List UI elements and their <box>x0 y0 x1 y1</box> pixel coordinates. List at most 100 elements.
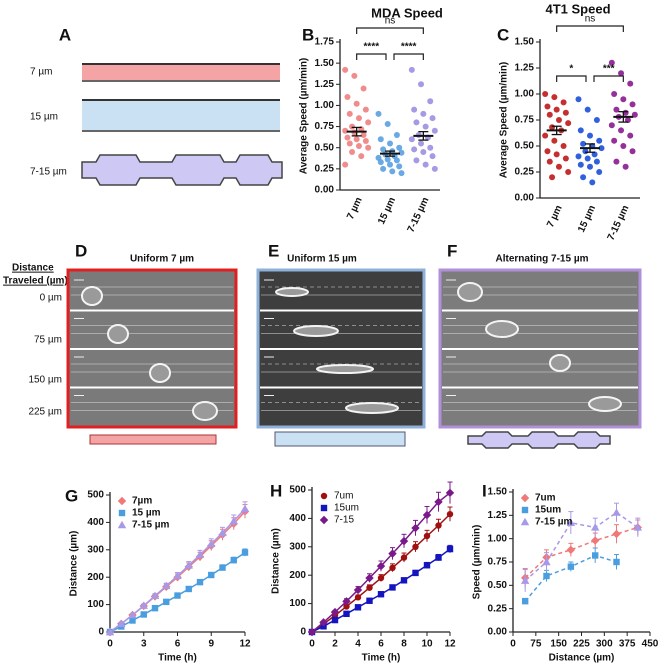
data-point <box>358 153 365 160</box>
y-axis-label: Distance (µm) <box>271 528 282 594</box>
data-point <box>219 564 226 571</box>
data-point <box>411 106 418 113</box>
data-point <box>185 585 192 593</box>
x-axis-label: Distance (µm) <box>549 653 615 664</box>
significance: ns <box>385 16 396 27</box>
cell <box>275 287 309 297</box>
data-point <box>344 134 351 141</box>
data-point <box>400 554 408 561</box>
data-point <box>608 122 615 129</box>
data-point <box>520 576 530 584</box>
data-point <box>633 523 643 531</box>
x-tick-label: 7 µm <box>345 196 365 222</box>
x-tick-label: 9 <box>208 639 214 650</box>
data-point <box>544 148 551 155</box>
data-point <box>418 81 425 88</box>
data-point <box>355 143 362 150</box>
data-point <box>393 132 400 139</box>
panel-letter: I <box>482 481 487 500</box>
data-point <box>593 117 600 123</box>
distance-label: 150 µm <box>28 375 62 386</box>
data-point <box>408 66 415 73</box>
data-point <box>163 598 170 606</box>
data-point <box>354 604 362 611</box>
data-point <box>380 146 387 153</box>
data-point <box>420 148 427 155</box>
data-point <box>612 529 621 539</box>
data-point <box>389 168 396 175</box>
y-tick-label: 0.25 <box>515 167 535 178</box>
data-point <box>396 163 403 170</box>
x-tick-label: 300 <box>596 639 613 650</box>
data-point <box>546 158 553 165</box>
data-point <box>542 91 549 97</box>
data-point <box>584 155 591 162</box>
data-point <box>553 106 560 113</box>
data-point <box>592 552 599 559</box>
data-point <box>360 85 367 92</box>
x-axis-label: Time (h) <box>362 653 401 664</box>
data-point <box>431 127 438 134</box>
data-point <box>351 72 358 79</box>
data-point <box>330 607 340 617</box>
data-point <box>596 137 603 144</box>
data-point <box>562 155 569 162</box>
data-point <box>582 148 589 155</box>
data-point <box>366 597 373 604</box>
data-point <box>613 158 620 165</box>
y-tick-label: 1.25 <box>515 63 535 74</box>
data-point <box>331 616 339 624</box>
data-point <box>129 617 136 624</box>
y-tick-label: 400 <box>87 517 104 528</box>
data-point <box>611 91 618 97</box>
data-point <box>412 569 419 577</box>
data-point <box>365 573 374 583</box>
data-point <box>549 174 556 181</box>
distance-label: 75 µm <box>34 335 62 346</box>
legend-label: 7-15 µm <box>132 520 170 531</box>
panel-letter: B <box>302 25 314 44</box>
data-point <box>343 603 350 610</box>
y-tick-label: 400 <box>289 513 306 524</box>
data-point <box>423 562 431 569</box>
data-point <box>229 516 238 525</box>
data-point <box>150 591 160 600</box>
channel-label: 7-15 µm <box>30 167 67 178</box>
bracket <box>356 53 387 60</box>
data-point <box>611 137 618 144</box>
y-tick-label: 0.00 <box>488 627 508 638</box>
data-point <box>349 148 356 155</box>
data-point <box>575 153 582 160</box>
y-axis-label: Speed (µm/min) <box>472 525 483 600</box>
data-point <box>566 518 576 526</box>
y-axis-label: Average Speed (µm/min) <box>299 58 310 175</box>
data-point <box>434 497 443 507</box>
y-tick-label: 1.00 <box>515 89 535 100</box>
data-point <box>618 127 625 134</box>
data-point <box>418 140 425 147</box>
data-point <box>629 148 636 155</box>
x-tick-label: 7-15 µm <box>606 204 632 243</box>
legend-marker <box>520 493 530 503</box>
data-point <box>413 119 420 126</box>
distance-label: 0 µm <box>40 293 62 304</box>
data-point <box>565 120 572 127</box>
data-point <box>589 179 596 186</box>
cell <box>588 396 622 412</box>
data-point <box>613 558 620 566</box>
data-point <box>384 156 391 163</box>
data-point <box>413 157 420 164</box>
data-point <box>560 99 567 106</box>
y-tick-label: 0.25 <box>315 163 335 174</box>
data-point <box>218 528 227 537</box>
x-tick-label: 0 <box>309 639 315 650</box>
data-point <box>207 539 216 547</box>
legend-label: 7µm <box>132 496 152 507</box>
y-tick-label: 0 <box>300 627 306 638</box>
y-axis-label: Distance (µm) <box>69 531 80 597</box>
data-point <box>584 106 591 113</box>
x-tick-label: 0 <box>107 639 113 650</box>
data-point <box>549 124 556 131</box>
channel <box>89 434 217 445</box>
distance-label: 225 µm <box>28 407 62 418</box>
